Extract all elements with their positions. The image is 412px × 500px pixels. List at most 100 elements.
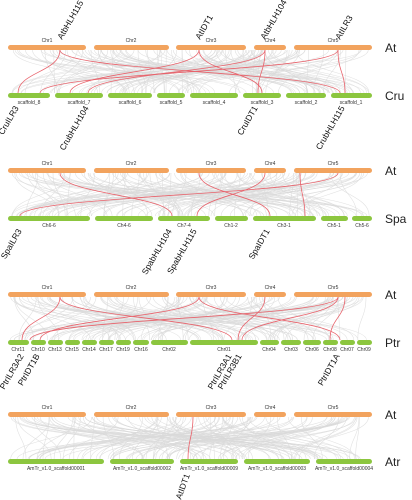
background-link: [90, 49, 101, 94]
background-link: [152, 416, 168, 460]
background-link: [185, 49, 354, 94]
chr-block: [294, 168, 372, 173]
chr-label: Chr4: [265, 38, 276, 44]
chr-label: Ch6-6: [42, 223, 56, 229]
background-link: [142, 296, 270, 341]
background-link: [176, 416, 227, 460]
background-link: [159, 416, 265, 460]
background-link: [34, 416, 62, 460]
chr-label: Ch4-6: [117, 223, 131, 229]
chr-label: Chr2: [126, 38, 137, 44]
species-label: At: [385, 288, 397, 302]
chr-block: [8, 216, 90, 221]
background-link: [9, 296, 274, 341]
background-link: [102, 416, 115, 460]
background-link: [134, 49, 218, 94]
background-link: [40, 416, 210, 460]
chr-block: [8, 340, 29, 345]
chr-block: [340, 340, 355, 345]
background-link: [76, 172, 227, 217]
background-link: [145, 49, 192, 94]
background-link: [187, 172, 238, 217]
background-link: [168, 172, 172, 217]
background-link: [295, 49, 370, 94]
chr-block: [357, 340, 372, 345]
background-link: [49, 416, 143, 460]
gene-label: PtrIDT1A: [316, 352, 342, 388]
chr-label: Chr09: [357, 347, 371, 353]
background-link: [177, 49, 293, 94]
background-link: [11, 172, 203, 217]
background-link: [239, 296, 364, 341]
background-link: [249, 172, 318, 217]
background-link: [25, 296, 74, 341]
chr-label: Chr02: [162, 347, 176, 353]
background-link: [20, 416, 316, 460]
background-link: [109, 296, 315, 341]
syntenic-gene-link: [59, 172, 173, 217]
background-link: [36, 416, 256, 460]
chr-label: scaffold_5: [160, 100, 183, 106]
background-link: [71, 296, 119, 341]
background-link: [19, 296, 91, 341]
chr-block: [294, 45, 372, 50]
bottom-chromosome-bar: [8, 340, 372, 345]
chr-label: Chr5: [328, 38, 339, 44]
chr-block: [244, 459, 310, 464]
background-link: [295, 416, 356, 460]
background-link: [268, 49, 367, 94]
chr-label: Chr19: [116, 347, 130, 353]
chr-block: [95, 216, 153, 221]
syntenic-gene-link: [237, 296, 266, 341]
chr-block: [8, 93, 50, 98]
chr-label: Chr5: [328, 161, 339, 167]
background-link: [42, 172, 76, 217]
chr-label: Chr5: [328, 285, 339, 291]
background-link: [285, 296, 348, 341]
syntenic-gene-link: [241, 296, 339, 341]
background-link: [120, 49, 293, 94]
background-link: [112, 172, 336, 217]
bottom-chromosome-bar: [8, 216, 372, 221]
background-link: [24, 49, 78, 94]
chr-block: [215, 216, 248, 221]
background-link: [289, 172, 294, 217]
chr-label: Chr16: [134, 347, 148, 353]
background-link: [27, 296, 134, 341]
chr-label: Chr14: [82, 347, 96, 353]
background-link: [229, 49, 337, 94]
background-link: [51, 172, 126, 217]
top-chromosome-bar: [8, 168, 372, 173]
background-link: [295, 172, 362, 217]
chr-block: [321, 216, 348, 221]
background-link: [128, 416, 198, 460]
top-chromosome-bar: [8, 45, 372, 50]
background-link: [57, 172, 295, 217]
chr-block: [8, 292, 86, 297]
chr-label: Chr2: [126, 285, 137, 291]
chr-block: [303, 340, 321, 345]
background-link: [67, 416, 322, 460]
background-link: [160, 49, 165, 94]
background-link: [81, 416, 157, 460]
top-chromosome-bar: [8, 412, 372, 417]
syntenic-gene-link: [257, 49, 266, 94]
chr-block: [281, 340, 301, 345]
background-link: [137, 172, 297, 217]
background-link: [17, 416, 52, 460]
background-link: [330, 172, 370, 217]
background-link: [260, 49, 290, 94]
chr-block: [116, 340, 131, 345]
gene-label: CruIDT1: [235, 104, 260, 137]
background-link: [32, 172, 92, 217]
gene-pair-links: [17, 49, 346, 94]
background-link: [298, 416, 358, 460]
background-link: [146, 172, 356, 217]
background-link: [344, 49, 347, 94]
background-link: [22, 416, 51, 460]
background-link: [40, 296, 217, 341]
background-link: [106, 49, 329, 94]
syntenic-gene-link: [29, 296, 339, 341]
species-label: Atr: [385, 455, 400, 469]
